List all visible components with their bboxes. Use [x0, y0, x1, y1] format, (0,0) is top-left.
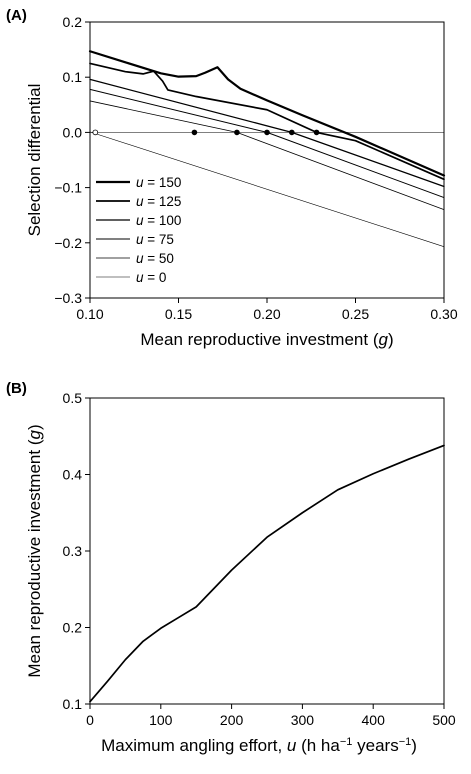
- y-axis-title: Selection differential: [25, 84, 44, 237]
- panel-a-chart: −0.3 −0.2 −0.1 0.0 0.1 0.2 0.10 0.15 0.20 0.25 0.3…: [25, 14, 458, 349]
- y-tick-label: 0.1: [63, 69, 83, 85]
- x-tick-label: 0.15: [165, 306, 192, 322]
- y-tick-label: 0.2: [63, 14, 83, 30]
- y-tick-label: −0.3: [54, 290, 82, 306]
- legend-label: u = 100: [136, 213, 181, 228]
- x-axis-title: Maximum angling effort, u (h ha−1 years−…: [101, 736, 417, 755]
- legend-label: u = 50: [136, 251, 174, 266]
- equilibrium-point: [288, 129, 295, 136]
- plot-frame: [89, 397, 445, 705]
- y-tick-label: 0.0: [63, 124, 83, 140]
- y-tick-label: −0.2: [54, 235, 82, 251]
- x-tick-label: 0: [86, 712, 94, 728]
- panel-b-label: (B): [6, 380, 27, 397]
- panel-b-chart: 0.1 0.2 0.3 0.4 0.5 0 100 200 300 400 500 Maximum a…: [25, 390, 456, 755]
- legend-label: u = 0: [136, 270, 166, 285]
- panel-a-label: (A): [6, 7, 27, 24]
- legend-label: u = 125: [136, 194, 181, 209]
- equilibrium-point: [191, 129, 198, 136]
- y-tick-label: 0.1: [63, 696, 83, 712]
- equilibrium-point: [313, 129, 320, 136]
- equilibrium-point: [234, 129, 240, 136]
- y-tick-label: 0.4: [63, 467, 83, 483]
- equilibrium-point: [264, 129, 270, 136]
- x-tick-label: 400: [362, 712, 386, 728]
- legend-label: u = 75: [136, 232, 174, 247]
- y-axis-title: Mean reproductive investment (g): [25, 424, 44, 677]
- y-tick-label: 0.3: [63, 543, 83, 559]
- y-tick-label: −0.1: [54, 180, 82, 196]
- x-tick-label: 100: [149, 712, 173, 728]
- x-tick-label: 500: [432, 712, 456, 728]
- legend-label: u = 150: [136, 175, 181, 190]
- x-tick-label: 200: [220, 712, 244, 728]
- series-line: [89, 131, 445, 247]
- y-tick-label: 0.2: [63, 620, 83, 636]
- x-tick-label: 0.30: [430, 306, 457, 322]
- x-tick-label: 0.25: [342, 306, 369, 322]
- x-tick-label: 0.10: [76, 306, 103, 322]
- series-line: [89, 62, 445, 181]
- x-axis-title: Mean reproductive investment (g): [140, 330, 393, 349]
- y-tick-label: 0.5: [63, 390, 83, 406]
- series-line: [88, 50, 446, 177]
- x-tick-label: 0.20: [253, 306, 280, 322]
- x-tick-label: 300: [291, 712, 315, 728]
- equilibrium-point: [92, 129, 99, 136]
- series-line: [89, 444, 445, 703]
